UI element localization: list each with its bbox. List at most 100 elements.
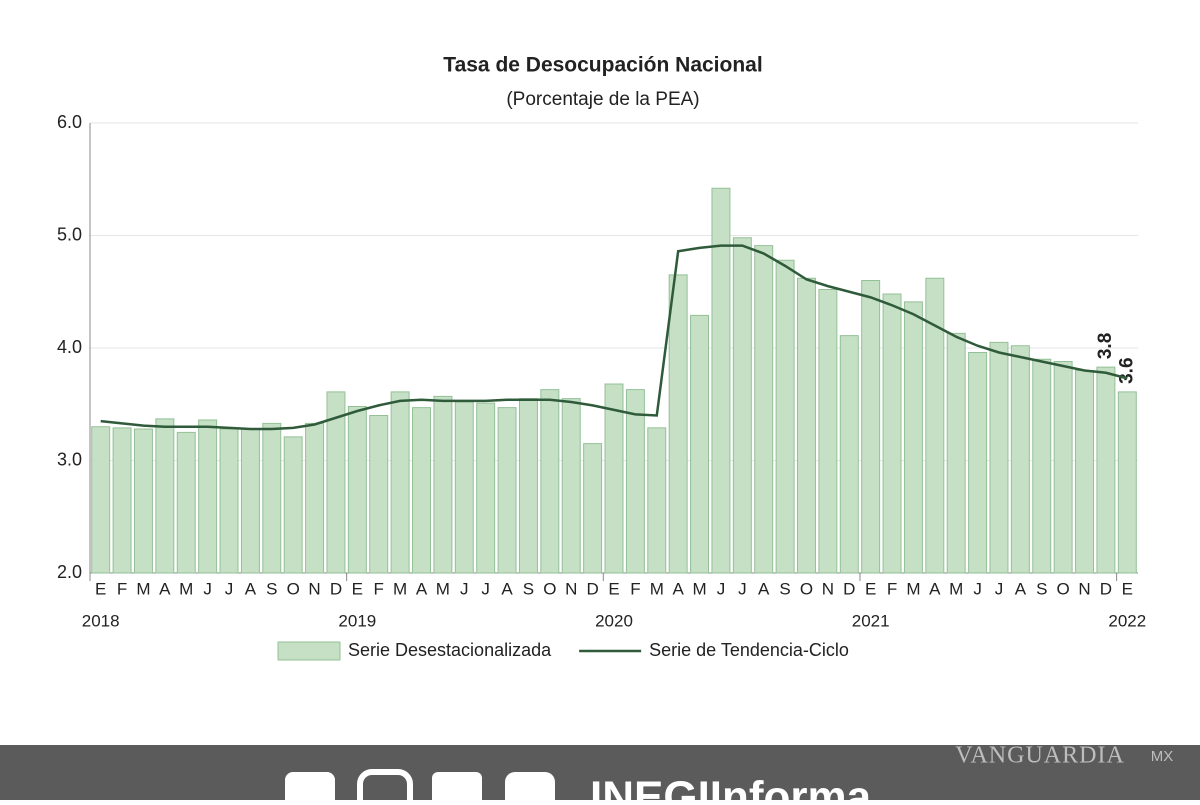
bar [476, 402, 496, 574]
bar [754, 245, 774, 574]
x-tick-label: O [543, 579, 556, 598]
bar [1117, 391, 1137, 574]
bar [518, 398, 538, 574]
bar [91, 426, 111, 574]
bar [326, 391, 346, 574]
bar [818, 289, 838, 574]
x-tick-label: D [1100, 579, 1112, 598]
x-tick-label: M [136, 579, 150, 598]
footer-bar [0, 745, 1200, 800]
bar [732, 237, 752, 574]
bar [1053, 361, 1073, 574]
x-tick-label: O [800, 579, 813, 598]
bar [497, 407, 517, 574]
x-group-label: 2021 [852, 611, 890, 630]
x-tick-label: J [738, 579, 747, 598]
bar [583, 443, 603, 574]
bar [797, 277, 816, 574]
x-tick-label: A [929, 579, 941, 598]
footer-brand: VANGUARDIA [955, 743, 1125, 769]
legend-label: Serie Desestacionalizada [348, 640, 552, 660]
bar [1010, 345, 1030, 574]
bar [946, 332, 966, 574]
y-tick-label: 5.0 [57, 224, 82, 244]
x-tick-label: A [1015, 579, 1027, 598]
bar [1096, 366, 1116, 574]
bar [604, 383, 624, 574]
x-tick-label: N [308, 579, 320, 598]
bar [711, 187, 731, 574]
data-label: 3.6 [1116, 357, 1137, 383]
bar [903, 301, 923, 574]
bar [968, 352, 988, 574]
bar [540, 389, 560, 574]
x-tick-label: O [1057, 579, 1070, 598]
x-group-label: 2018 [82, 611, 120, 630]
x-tick-label: F [887, 579, 897, 598]
x-tick-label: F [117, 579, 127, 598]
bar [262, 422, 282, 574]
x-tick-label: N [565, 579, 577, 598]
bar [1075, 370, 1095, 574]
x-tick-label: E [1122, 579, 1133, 598]
bar [155, 418, 175, 574]
x-tick-label: J [717, 579, 726, 598]
youtube-icon [505, 772, 555, 805]
x-tick-label: E [608, 579, 619, 598]
x-tick-label: J [203, 579, 212, 598]
x-tick-label: M [650, 579, 664, 598]
bar [454, 401, 474, 574]
bar [925, 277, 945, 574]
x-tick-label: O [287, 579, 300, 598]
x-tick-label: N [1078, 579, 1090, 598]
bar [176, 431, 196, 574]
x-tick-label: E [352, 579, 363, 598]
x-tick-label: A [416, 579, 428, 598]
x-tick-label: S [266, 579, 277, 598]
x-tick-label: N [822, 579, 834, 598]
bar [112, 427, 132, 574]
x-tick-label: J [481, 579, 490, 598]
x-tick-label: M [949, 579, 963, 598]
bar [647, 427, 667, 574]
y-tick-label: 6.0 [57, 112, 82, 132]
bar [668, 274, 688, 574]
bar [369, 415, 389, 574]
bar [839, 335, 859, 574]
bar [861, 280, 881, 574]
x-tick-label: A [159, 579, 171, 598]
footer-logo: INEGIInforma [590, 773, 872, 800]
footer-brand-suffix: MX [1151, 748, 1174, 765]
x-tick-label: M [906, 579, 920, 598]
x-tick-label: S [1036, 579, 1047, 598]
x-tick-label: J [973, 579, 982, 598]
bar [690, 314, 710, 574]
bar [133, 428, 153, 574]
x-tick-label: F [630, 579, 640, 598]
x-tick-label: M [179, 579, 193, 598]
bar [433, 395, 453, 574]
y-tick-label: 3.0 [57, 449, 82, 469]
x-tick-label: S [523, 579, 534, 598]
x-tick-label: S [779, 579, 790, 598]
bar [989, 341, 1009, 574]
x-tick-label: A [245, 579, 257, 598]
x-tick-label: J [995, 579, 1004, 598]
bar [283, 436, 303, 574]
x-tick-label: J [460, 579, 469, 598]
bar [412, 407, 431, 574]
data-label: 3.8 [1095, 333, 1116, 359]
x-tick-label: D [330, 579, 342, 598]
x-tick-label: A [758, 579, 770, 598]
x-group-label: 2022 [1108, 611, 1146, 630]
bar [882, 293, 902, 574]
facebook-icon [285, 772, 335, 805]
x-tick-label: A [501, 579, 513, 598]
x-tick-label: E [865, 579, 876, 598]
bar [240, 428, 260, 574]
x-tick-label: M [692, 579, 706, 598]
bar [390, 391, 410, 574]
bar [347, 406, 367, 574]
x-tick-label: M [393, 579, 407, 598]
